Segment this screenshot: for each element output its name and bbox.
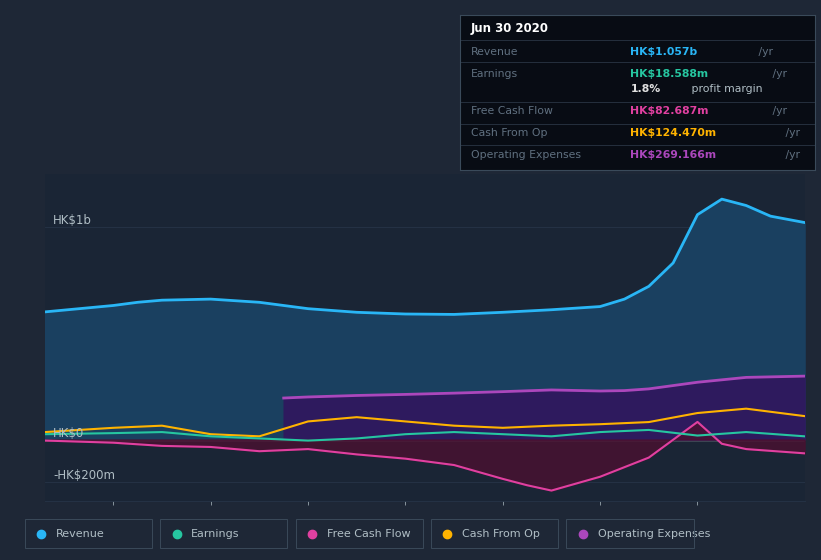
- Text: HK$1b: HK$1b: [53, 214, 92, 227]
- Text: 1.8%: 1.8%: [631, 85, 661, 95]
- Text: HK$18.588m: HK$18.588m: [631, 69, 709, 79]
- Text: /yr: /yr: [768, 69, 787, 79]
- Text: /yr: /yr: [782, 128, 800, 138]
- Text: /yr: /yr: [755, 47, 773, 57]
- Text: Earnings: Earnings: [191, 529, 240, 539]
- Text: Operating Expenses: Operating Expenses: [598, 529, 710, 539]
- Text: HK$124.470m: HK$124.470m: [631, 128, 717, 138]
- Text: Revenue: Revenue: [56, 529, 104, 539]
- Text: Operating Expenses: Operating Expenses: [470, 150, 580, 160]
- Text: Revenue: Revenue: [470, 47, 518, 57]
- Text: Cash From Op: Cash From Op: [470, 128, 547, 138]
- Text: HK$0: HK$0: [53, 427, 85, 440]
- Text: profit margin: profit margin: [688, 85, 763, 95]
- Text: HK$82.687m: HK$82.687m: [631, 106, 709, 116]
- Text: Free Cash Flow: Free Cash Flow: [470, 106, 553, 116]
- Text: HK$1.057b: HK$1.057b: [631, 47, 698, 57]
- Text: Jun 30 2020: Jun 30 2020: [470, 22, 548, 35]
- Text: -HK$200m: -HK$200m: [53, 469, 115, 482]
- Text: Free Cash Flow: Free Cash Flow: [327, 529, 410, 539]
- Text: Earnings: Earnings: [470, 69, 518, 79]
- Text: HK$269.166m: HK$269.166m: [631, 150, 717, 160]
- Text: Cash From Op: Cash From Op: [462, 529, 540, 539]
- Text: /yr: /yr: [768, 106, 787, 116]
- Text: /yr: /yr: [782, 150, 800, 160]
